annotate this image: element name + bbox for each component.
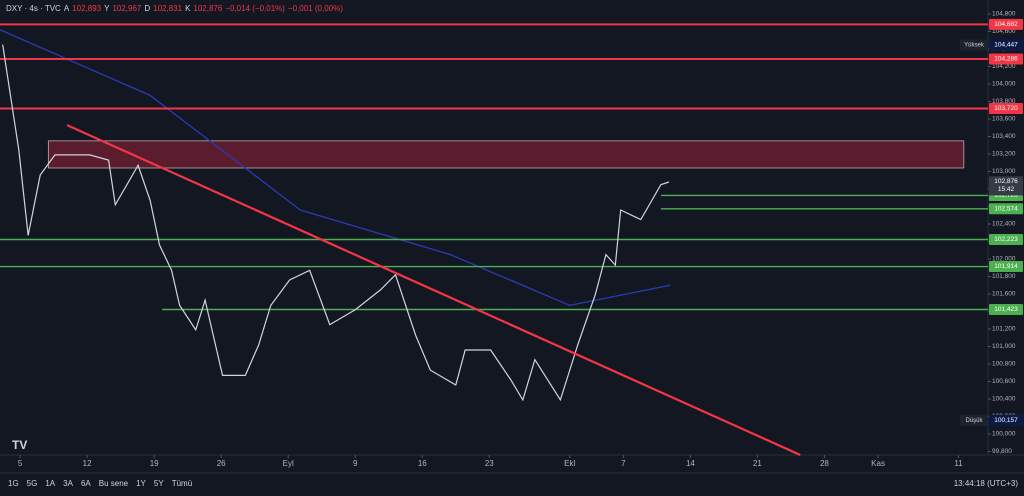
x-tick-label: 14 [686,459,695,468]
x-tick-label: 26 [217,459,226,468]
x-tick-label: Ekl [564,459,575,468]
x-tick-label: 19 [150,459,159,468]
trendline [66,124,801,457]
marker-label: 104,447 [994,42,1018,49]
y-tick-label: 103,200 [992,151,1016,158]
level-badge-label: 101,914 [994,263,1018,270]
marker-badge [989,39,1023,51]
last-badge [989,176,1023,196]
x-tick-label: 11 [954,459,963,468]
level-badge [989,303,1023,315]
y-tick-label: 102,400 [992,221,1016,228]
marker-tag [960,39,988,51]
ohlc-key: D [144,4,150,13]
ohlc-key: A [64,4,70,13]
y-tick-label: 101,600 [992,291,1016,298]
x-tick-label: 12 [83,459,92,468]
change: −0,014 (−0,01%) [225,4,285,13]
level-badge [989,203,1023,215]
x-tick-label: 16 [418,459,427,468]
range-button[interactable]: 5G [27,479,38,488]
y-tick-label: 100,800 [992,361,1016,368]
y-tick-label: 104,600 [992,28,1016,35]
countdown: 15:42 [998,186,1015,193]
y-tick-label: 99,800 [992,448,1012,455]
ohlc-value: 102,893 [72,4,101,13]
marker-label: 100,157 [994,417,1018,424]
level-badge-label: 102,223 [994,236,1018,243]
ohlc-key: Y [104,4,110,13]
x-tick-label: Kas [871,459,885,468]
x-tick-label: 28 [820,459,829,468]
range-button[interactable]: 1A [45,479,55,488]
y-tick-label: 104,200 [992,63,1016,70]
y-tick-label: 100,600 [992,378,1016,385]
x-tick-label: Eyl [283,459,294,468]
range-button[interactable]: 5Y [154,479,164,488]
y-tick-label: 104,800 [992,11,1016,18]
clock: 13:44:18 (UTC+3) [954,479,1019,488]
range-button[interactable]: Tümü [172,479,192,488]
marker-tag [960,414,988,426]
ohlc-value: 102,967 [112,4,141,13]
range-button[interactable]: 1G [8,479,19,488]
marker-badge [989,414,1023,426]
change: −0,001 (0,00%) [288,4,343,13]
y-tick-label: 100,400 [992,396,1016,403]
symbol: DXY · 4s · TVC [6,4,61,13]
level-badge [989,261,1023,273]
price-line [2,44,670,402]
range-button[interactable]: 3A [63,479,73,488]
marker-name: Düşük [965,418,983,424]
level-badge [989,233,1023,245]
moving-average [0,29,671,307]
x-tick-label: 23 [485,459,494,468]
marker-name: Yüksek [964,42,985,48]
range-button[interactable]: 1Y [136,479,146,488]
range-button[interactable]: 6A [81,479,91,488]
logo: TV [12,438,27,452]
ohlc-value: 102,876 [193,4,222,13]
level-badge-label: 102,726 [994,192,1018,199]
x-tick-label: 7 [621,459,626,468]
y-tick-label: 103,400 [992,133,1016,140]
last-label: 102,876 [994,178,1018,185]
level-badge [989,53,1023,65]
level-badge [989,18,1023,30]
range-button[interactable]: Bu sene [99,479,129,488]
y-tick-label: 103,600 [992,116,1016,123]
x-tick-label: 5 [18,459,23,468]
ohlc-value: 102,831 [153,4,182,13]
level-badge-label: 103,720 [994,105,1018,112]
y-tick-label: 101,000 [992,343,1016,350]
x-tick-label: 21 [753,459,762,468]
ohlc-key: K [185,4,191,13]
y-tick-label: 102,000 [992,256,1016,263]
y-tick-label: 100,000 [992,431,1016,438]
level-badge-label: 104,286 [994,56,1018,63]
level-badge-label: 102,574 [994,205,1018,212]
y-tick-label: 101,200 [992,326,1016,333]
level-badge-label: 101,423 [994,306,1018,313]
y-tick-label: 101,800 [992,273,1016,280]
y-tick-label: 103,800 [992,98,1016,105]
y-tick-label: 103,000 [992,168,1016,175]
level-badge [989,103,1023,114]
x-tick-label: 9 [353,459,358,468]
y-tick-label: 104,000 [992,81,1016,88]
level-badge-label: 104,682 [994,21,1018,28]
supply-zone [47,140,965,169]
